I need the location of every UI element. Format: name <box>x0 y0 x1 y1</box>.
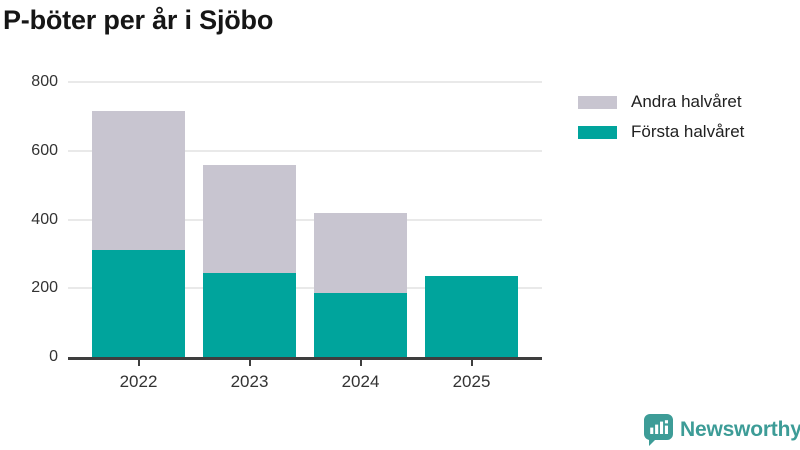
chart-title: P-böter per år i Sjöbo <box>3 5 274 35</box>
x-axis-label: 2023 <box>230 372 269 391</box>
bar-chart-speech-bubble-icon <box>644 414 673 446</box>
plot-area: 0 200 400 600 800 2022 2023 2024 2025 <box>31 73 542 391</box>
bar-segment-f-rsta-halv-ret-2023 <box>203 272 296 357</box>
branding: Newsworthy <box>644 414 800 446</box>
legend: Andra halvåret Första halvåret <box>578 92 744 152</box>
bar-segment-f-rsta-halv-ret-2024 <box>314 293 407 357</box>
y-axis-label: 400 <box>31 210 58 228</box>
legend-item: Första halvåret <box>578 122 744 142</box>
x-axis-tick <box>359 360 362 366</box>
gridline <box>68 149 542 152</box>
x-axis-tick <box>137 360 140 366</box>
x-axis-label: 2024 <box>341 372 380 391</box>
y-axis-label: 600 <box>31 141 58 159</box>
x-axis-label: 2025 <box>452 372 491 391</box>
bar-segment-f-rsta-halv-ret-2022 <box>92 250 185 357</box>
gridline <box>68 81 542 83</box>
legend-label: Första halvåret <box>631 122 745 141</box>
y-axis-label: 200 <box>31 279 58 297</box>
legend-item: Andra halvåret <box>578 92 744 112</box>
legend-label: Andra halvåret <box>631 92 742 111</box>
bar-segment-andra-halv-ret-2023 <box>203 164 296 273</box>
brand-name: Newsworthy <box>680 418 800 441</box>
gridline <box>68 218 542 221</box>
y-axis-label: 0 <box>49 348 58 365</box>
x-axis-label: 2022 <box>119 372 158 391</box>
x-axis-tick <box>470 360 473 366</box>
bar-segment-andra-halv-ret-2024 <box>314 212 407 294</box>
legend-swatch <box>578 95 617 109</box>
bar-segment-andra-halv-ret-2022 <box>92 111 185 251</box>
bar-segment-f-rsta-halv-ret-2025 <box>425 276 518 357</box>
legend-swatch <box>578 125 617 139</box>
gridline <box>68 287 542 290</box>
x-axis-tick <box>248 360 251 366</box>
y-axis-label: 800 <box>31 73 58 90</box>
